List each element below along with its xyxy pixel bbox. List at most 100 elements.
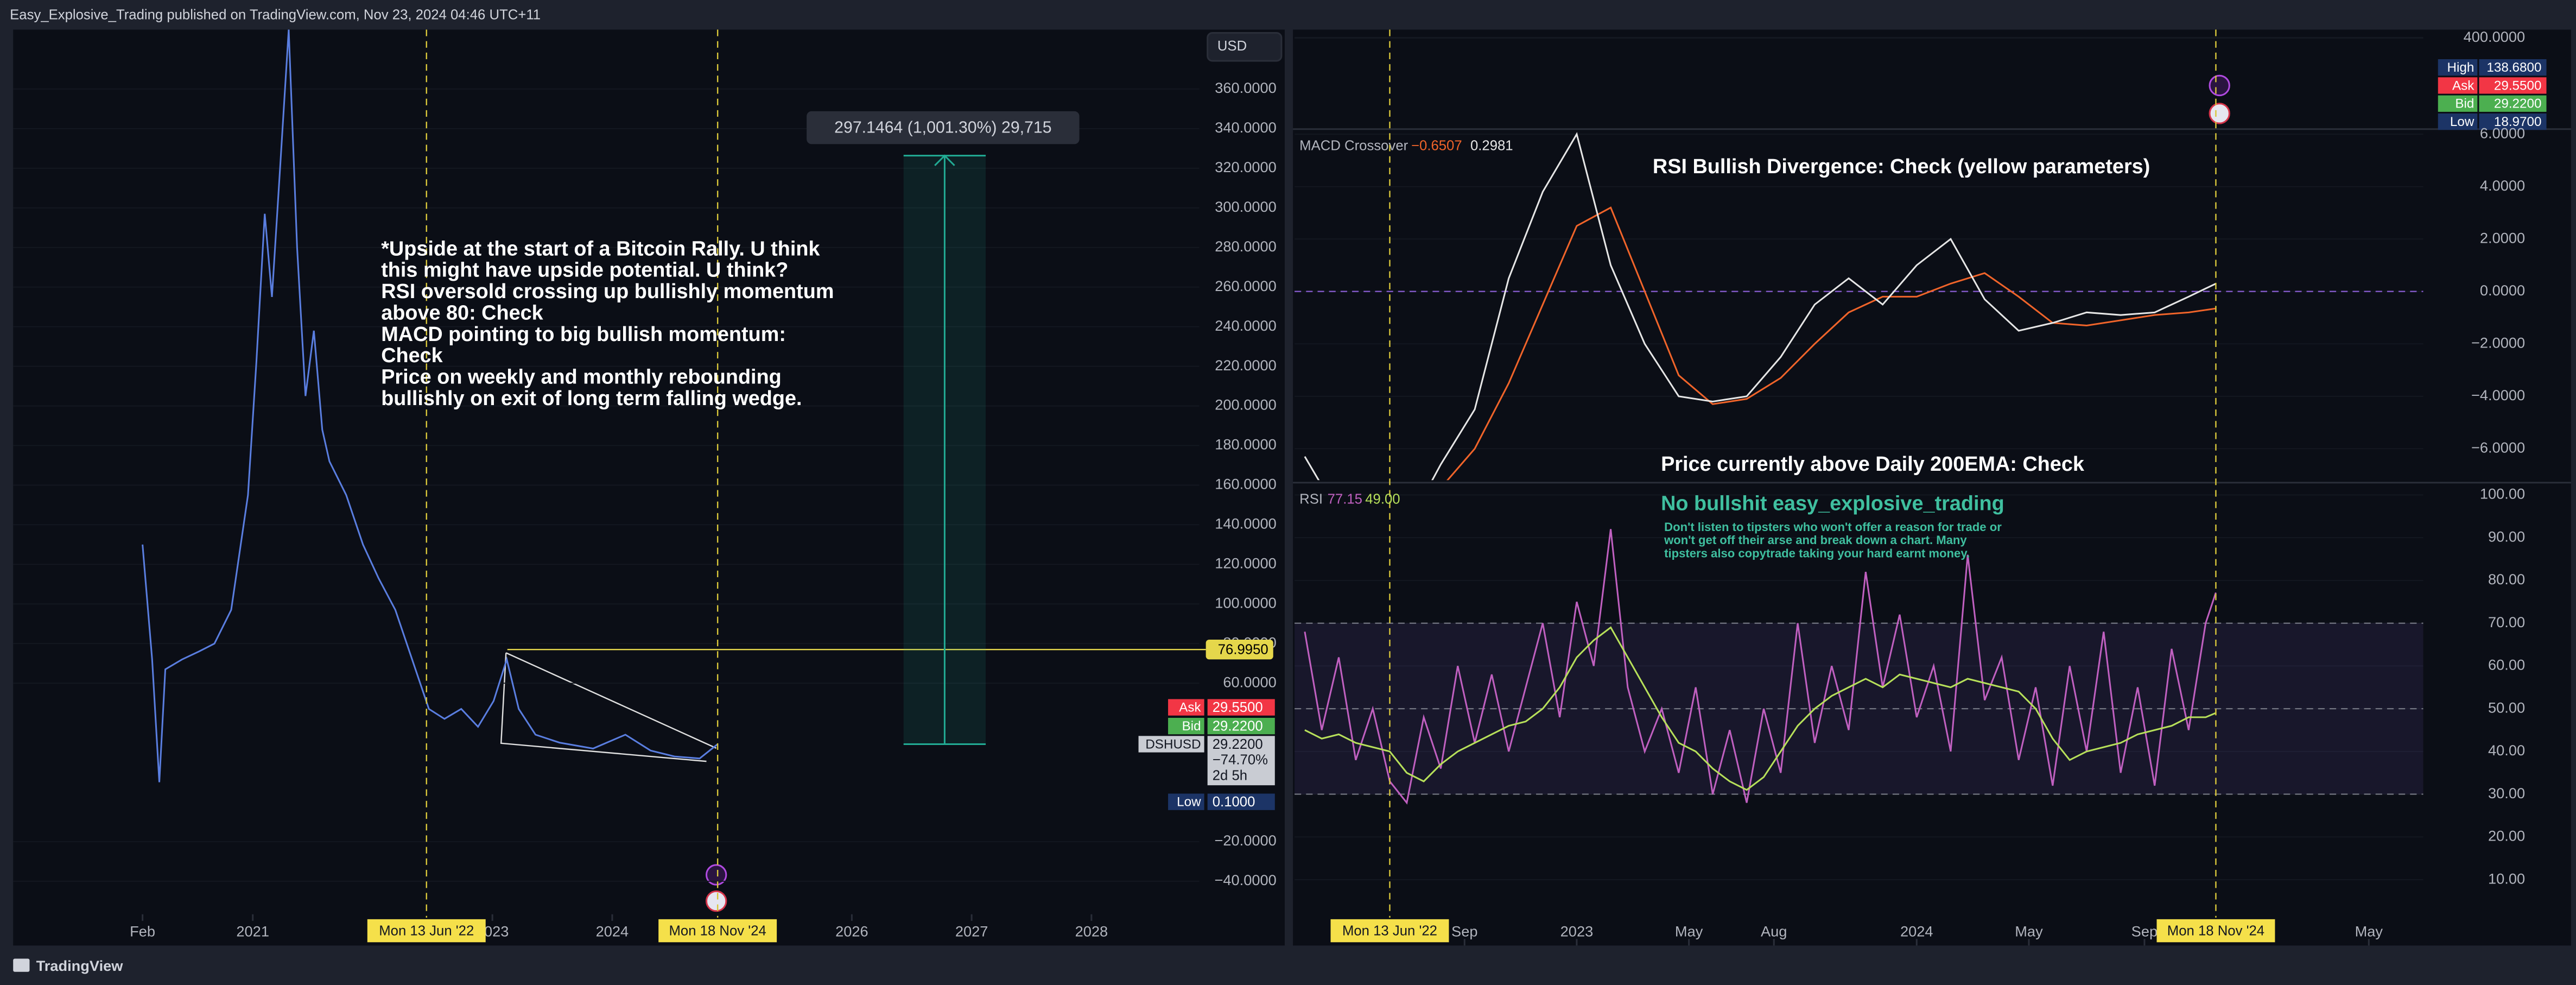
x-tick-label: May	[2015, 923, 2043, 939]
y-tick-label: 160.0000	[1215, 476, 1277, 493]
currency[interactable]: USD	[1217, 39, 1247, 54]
wedge-line	[505, 652, 717, 749]
measure-arrow-head	[934, 154, 955, 166]
y-tick-label: 10.00	[2488, 870, 2525, 887]
tag-value: 18.9700	[2494, 115, 2542, 129]
series-line	[1446, 206, 2216, 481]
tag-name-box	[2438, 59, 2478, 76]
y-tick-label: 280.0000	[1215, 238, 1277, 255]
y-tick-label: −40.0000	[1214, 872, 1276, 888]
annotation: above 80: Check	[381, 301, 543, 324]
headline: No bullshit easy_explosive_trading	[1661, 493, 2004, 515]
tag-value: 29.2200	[1213, 718, 1263, 734]
tag-box	[1207, 699, 1275, 716]
footer-logo: TradingView	[36, 957, 124, 974]
y-tick-label: 320.0000	[1215, 159, 1277, 175]
y-tick-label: 240.0000	[1215, 317, 1277, 334]
tag-name: DSHUSD	[1145, 737, 1201, 752]
date-marker-label: Mon 18 Nov '24	[669, 923, 766, 938]
legend-value: 77.15	[1328, 491, 1362, 507]
level-label: 76.9950	[1218, 642, 1268, 658]
y-tick-label: 4.0000	[2480, 177, 2525, 194]
x-tick-label: 2023	[1560, 923, 1594, 939]
y-tick-label: 260.0000	[1215, 277, 1277, 294]
y-tick-label: 360.0000	[1215, 79, 1277, 96]
tag-name-box	[1138, 736, 1204, 753]
tag-name: Ask	[1179, 700, 1201, 715]
y-tick-label: 60.00	[2488, 656, 2525, 673]
annotation: *Upside at the start of a Bitcoin Rally.…	[381, 237, 820, 260]
x-tick-label: 2028	[1075, 923, 1108, 939]
x-tick-label: 2027	[955, 923, 988, 939]
date-marker-label: Mon 18 Nov '24	[2167, 923, 2264, 938]
event-icon[interactable]	[2209, 74, 2230, 97]
tag-name-box	[2438, 95, 2478, 112]
flag-icon[interactable]	[706, 890, 727, 912]
tag-countdown: 2d 5h	[1213, 768, 1247, 783]
tag-box	[2479, 59, 2547, 76]
y-tick-label: 220.0000	[1215, 357, 1277, 374]
tag-box	[2479, 95, 2547, 112]
annotation: RSI Bullish Divergence: Check (yellow pa…	[1653, 155, 2150, 178]
note: Don't listen to tipsters who won't offer…	[1664, 520, 2002, 534]
tag-box	[2479, 113, 2547, 130]
tag-name-box	[1168, 793, 1204, 810]
measure-label: 297.1464 (1,001.30%) 29,715	[834, 119, 1051, 137]
x-tick-label: Aug	[1761, 923, 1787, 939]
annotation: MACD pointing to big bullish momentum:	[381, 323, 786, 346]
y-tick-label: 50.00	[2488, 699, 2525, 716]
legend-value: 49.00	[1365, 491, 1400, 507]
y-tick-label: 60.0000	[1223, 673, 1276, 690]
y-tick-label: −2.0000	[2471, 334, 2525, 351]
tag-box	[2479, 77, 2547, 94]
date-marker-box	[367, 919, 486, 943]
annotation: Check	[381, 344, 443, 367]
series-line	[1304, 132, 2217, 481]
legend-value: −0.6507	[1411, 138, 1462, 153]
tag-value: 0.1000	[1213, 794, 1255, 810]
tag-value: 29.2200	[1213, 737, 1263, 752]
series-line	[1304, 529, 2217, 805]
flag-icon[interactable]	[2209, 103, 2230, 124]
y-tick-label: 2.0000	[2480, 229, 2525, 246]
event-icon[interactable]	[706, 864, 727, 886]
y-tick-label: 90.00	[2488, 528, 2525, 545]
legend-value: 0.2981	[1470, 138, 1513, 153]
x-tick-label: Sep	[2131, 923, 2158, 939]
left-panel	[13, 29, 1285, 946]
right-panel	[1293, 29, 2571, 946]
y-tick-label: 40.00	[2488, 742, 2525, 759]
tag-change: −74.70%	[1213, 753, 1268, 768]
tag-name-box	[1168, 718, 1204, 735]
legend-name: MACD Crossover	[1299, 138, 1408, 153]
measure-label-box	[807, 111, 1080, 144]
x-tick-label: Sep	[1451, 923, 1477, 939]
tag-value: 29.2200	[2494, 97, 2542, 111]
tag-value: 138.6800	[2486, 60, 2541, 75]
x-tick-label: May	[1675, 923, 1703, 939]
logo-icon	[13, 958, 30, 972]
y-tick-label: −6.0000	[2471, 439, 2525, 456]
y-tick-label: 120.0000	[1215, 555, 1277, 572]
y-tick-label: 70.00	[2488, 614, 2525, 630]
currency-button[interactable]	[1207, 32, 1283, 62]
tag-name: Bid	[1182, 719, 1201, 734]
y-tick-label: 100.00	[2480, 485, 2525, 502]
annotation: RSI oversold crossing up bullishly momen…	[381, 280, 834, 303]
y-tick-label: 140.0000	[1215, 515, 1277, 532]
legend-name: RSI	[1299, 491, 1323, 507]
annotation: this might have upside potential. U thin…	[381, 259, 788, 282]
date-marker-box	[2156, 919, 2275, 943]
y-tick-label: 300.0000	[1215, 198, 1277, 215]
tag-name: High	[2447, 60, 2475, 75]
y-tick-label: −4.0000	[2471, 387, 2525, 403]
date-marker-label: Mon 13 Jun '22	[379, 923, 474, 938]
tag-name: Low	[2450, 115, 2475, 129]
annotation: bullishly on exit of long term falling w…	[381, 387, 802, 410]
tag-name: Bid	[2455, 97, 2474, 111]
y-tick-label: 100.0000	[1215, 594, 1277, 611]
x-tick-label: 2021	[236, 923, 269, 939]
y-tick-label: 0.0000	[2480, 282, 2525, 299]
